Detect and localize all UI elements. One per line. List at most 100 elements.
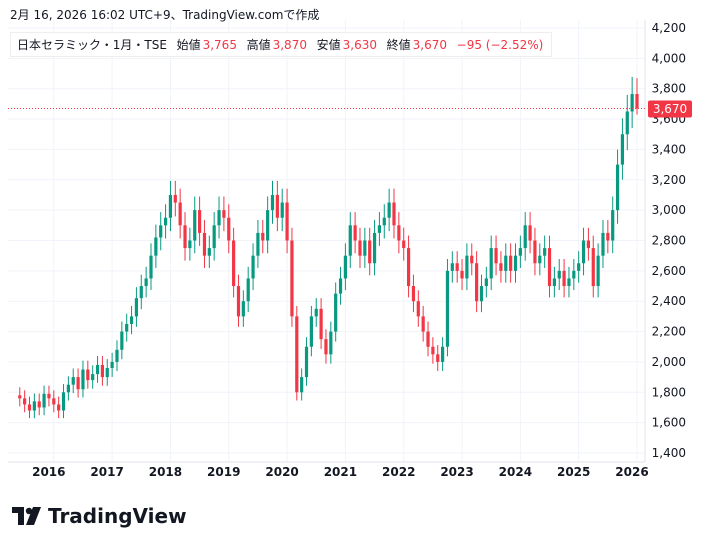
price-axis [645,20,709,482]
candle-body [183,225,187,249]
candle-body [295,316,299,393]
low-value: 3,630 [342,38,377,52]
candle-body [100,364,104,378]
x-tick-label: 2023 [440,465,473,479]
candle-body [159,225,163,238]
candle-body [411,286,416,302]
x-tick-label: 2018 [149,465,182,479]
candle-body [23,398,27,405]
candle-body [455,263,459,271]
candle-body [596,255,600,287]
candle-body [441,346,445,362]
candle-body [338,278,343,294]
high-label: 高値 [246,38,271,52]
candle-body [606,232,610,241]
candle-body [241,301,245,317]
candle-body [129,316,134,324]
candle-body [178,202,182,226]
candle-body [465,255,469,279]
candle-body [372,232,377,264]
candle-body [547,248,552,287]
candle-body [212,225,216,249]
high-value: 3,870 [272,38,307,52]
candle-body [557,270,561,279]
candle-body [144,278,148,287]
candle-body [538,255,542,264]
candle-body [348,225,352,256]
open-value: 3,765 [202,38,237,52]
candle-body [358,240,362,256]
candle-body [188,240,192,249]
candle-body [353,225,357,241]
candle-body [562,270,566,287]
y-tick-label: 3,400 [652,142,686,156]
y-tick-label: 1,400 [652,446,686,460]
candlestick-chart[interactable]: 1,400 1,600 1,800 2,000 2,200 2,400 2,600 2,800… [0,0,709,500]
candle-body [227,217,231,241]
candle-body [402,240,406,249]
x-tick-label: 2020 [265,465,298,479]
close-value: 3,670 [412,38,447,52]
close-label: 終値 [386,38,411,52]
candle-body [377,225,382,233]
candle-body [139,286,143,299]
last-price-badge [648,100,692,118]
candle-body [620,134,625,165]
candle-body [256,232,260,256]
candle-body [499,263,503,271]
candle-body [173,194,177,203]
candle-body [18,395,22,399]
candle-body [572,270,576,279]
candle-body [552,278,556,287]
candle-body [285,202,289,241]
candle-body [95,364,100,375]
candle-body [275,194,279,218]
candle-body [343,255,347,279]
candle-body [470,255,474,264]
candle-body [32,401,36,411]
candle-body [86,369,90,381]
candle-body [577,263,581,271]
y-tick-label: 2,600 [652,264,686,278]
candle-body [304,346,309,378]
candle-body [387,202,391,218]
candle-body [445,270,450,347]
candle-body [207,248,211,256]
candle-body [76,377,80,390]
candle-body [266,210,270,241]
candle-body [611,210,615,241]
candle-body [426,331,430,347]
candle-body [528,225,532,241]
candle-body [392,202,396,226]
candle-body [421,316,425,332]
candle-body [202,232,207,256]
candle-body [280,202,284,218]
candle-body [261,232,265,241]
candle-body [363,240,367,256]
tradingview-logo[interactable]: TradingView [12,504,187,528]
candle-body [134,298,139,317]
candle-body [314,308,318,317]
candle-body [61,392,66,411]
open-label: 始値 [176,38,201,52]
candle-body [163,217,168,226]
candle-body [81,369,85,390]
candle-body [329,331,333,355]
candle-body [110,361,114,368]
x-tick-label: 2025 [557,465,590,479]
change-value: −95 (−2.52%) [456,38,544,52]
y-tick-label: 3,800 [652,82,686,96]
candle-body [509,255,513,271]
candle-body [494,248,498,264]
y-tick-label: 2,200 [652,325,686,339]
candle-body [91,374,95,381]
ohlc-legend: 日本セラミック・1月・TSE 始値 3,765 高値 3,870 安値 3,630 終… [10,32,553,57]
candle-body [27,404,32,411]
candle-body [586,240,590,249]
candle-body [431,346,435,355]
candle-body [52,398,56,405]
y-tick-label: 4,200 [652,21,686,35]
candle-body [217,210,221,226]
candle-body [324,339,328,355]
x-tick-label: 2026 [615,465,648,479]
